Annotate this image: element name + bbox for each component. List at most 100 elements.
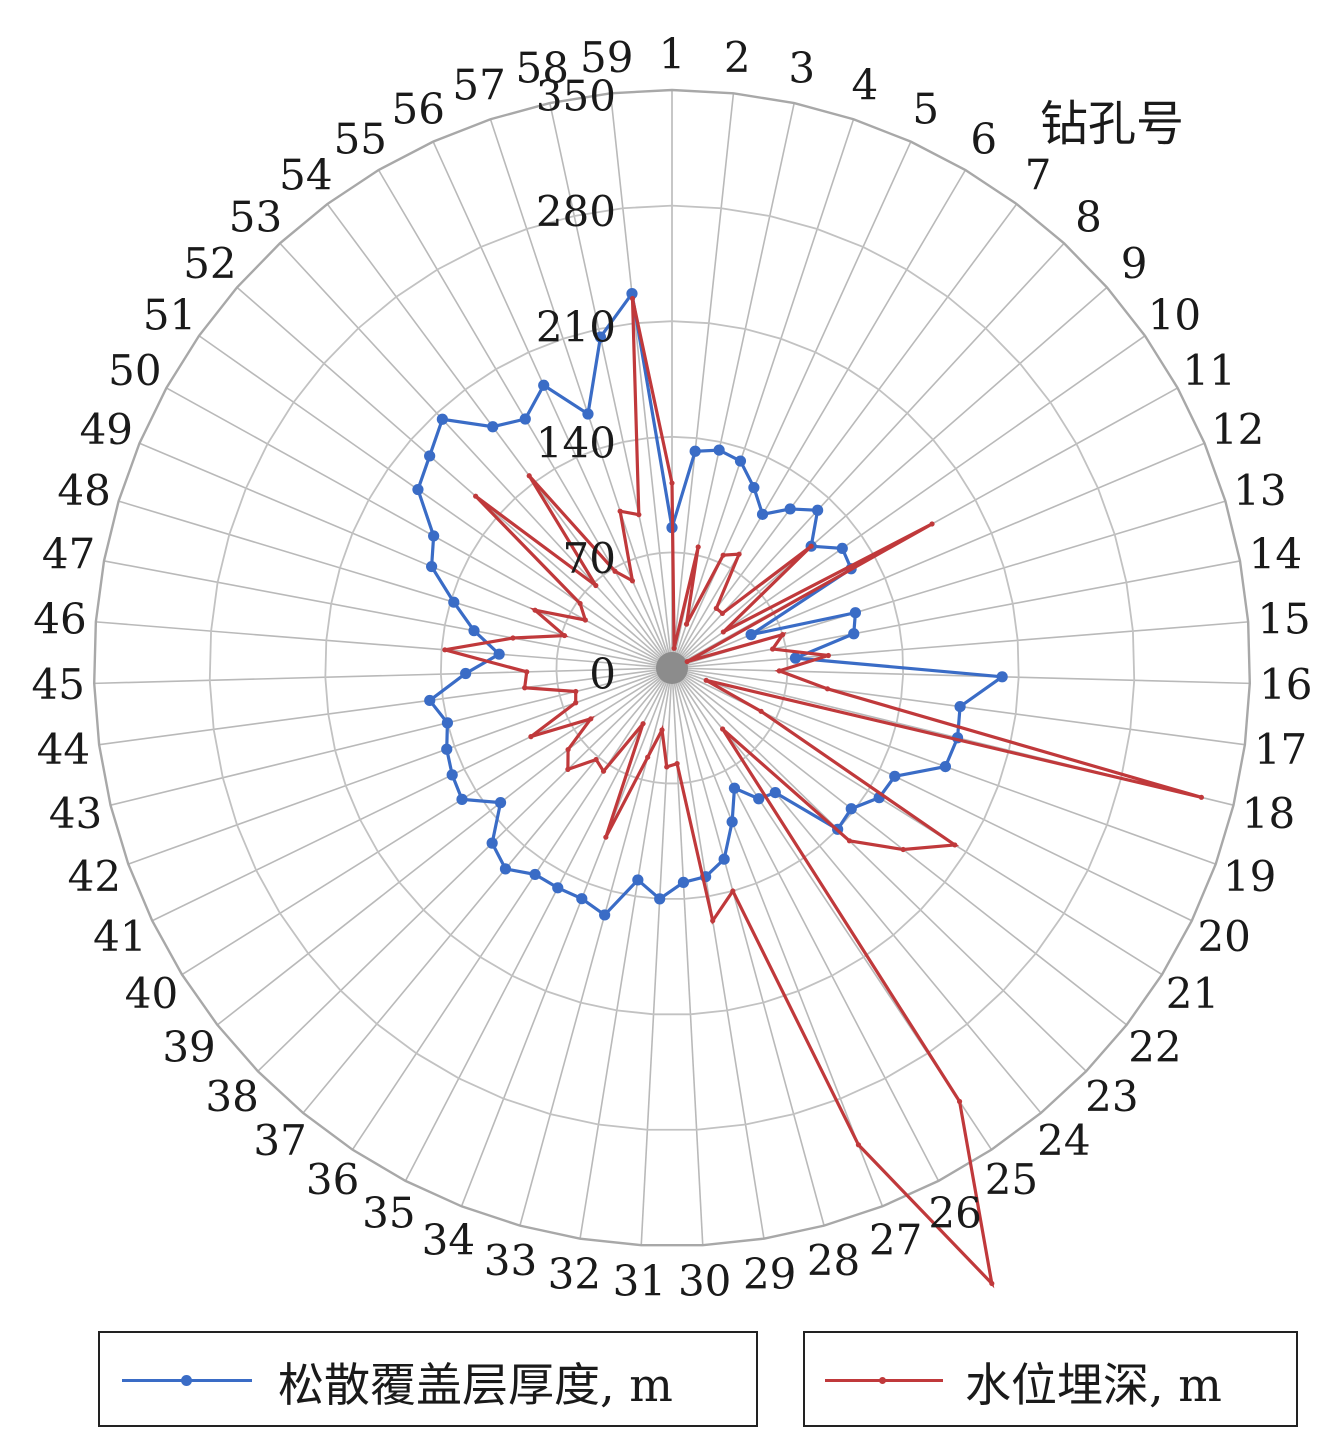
- series-1-point-51: [577, 600, 583, 607]
- series-1-point-32: [659, 727, 665, 733]
- legend-thickness-label: 松散覆盖层厚度, m: [278, 1358, 673, 1412]
- series-1-point-47: [510, 635, 516, 641]
- grid-spoke: [110, 667, 673, 806]
- series-0-point-14: [848, 628, 860, 640]
- radial-grid: [93, 88, 1251, 1247]
- series-1-point-35: [640, 721, 646, 727]
- grid-spoke: [198, 335, 673, 669]
- series-0-point-45: [460, 667, 472, 680]
- series-1-point-54: [526, 473, 532, 479]
- series-1-point-59: [629, 295, 636, 302]
- series-1-point-21: [952, 842, 958, 848]
- series-1-point-2: [671, 645, 677, 651]
- series-0-point-15: [789, 652, 802, 664]
- series-0-point-42: [441, 743, 453, 755]
- series-1-point-7: [713, 605, 719, 611]
- category-label-25: 25: [985, 1155, 1038, 1204]
- series-0-point-46: [493, 648, 505, 660]
- series-0-point-25: [753, 793, 765, 805]
- grid-spoke: [579, 667, 673, 1239]
- series-1-point-37: [593, 756, 599, 763]
- series-0-point-49: [426, 560, 438, 573]
- grid-ring: [439, 435, 905, 900]
- series-0-point-8: [812, 504, 824, 516]
- category-label-43: 43: [49, 789, 102, 838]
- category-label-52: 52: [183, 239, 236, 288]
- category-label-36: 36: [306, 1155, 359, 1204]
- series-0-point-33: [599, 909, 611, 921]
- category-label-56: 56: [392, 84, 445, 133]
- series-1-point-25: [956, 1098, 963, 1105]
- series-0-point-31: [654, 893, 666, 905]
- grid-spoke: [95, 621, 673, 669]
- category-label-20: 20: [1197, 912, 1250, 961]
- grid-spoke: [216, 667, 673, 1026]
- series-1-point-17: [824, 686, 831, 692]
- series-1-point-9: [808, 543, 814, 549]
- series-1-point-3: [695, 544, 701, 550]
- series-1-point-36: [600, 768, 607, 774]
- category-label-2: 2: [724, 33, 751, 82]
- series-0-point-58: [594, 331, 607, 343]
- grid-spoke: [671, 667, 1128, 1026]
- radial-tick-70: 70: [563, 534, 616, 583]
- category-label-34: 34: [422, 1215, 475, 1264]
- series-0-point-50: [428, 530, 440, 542]
- series-1-point-15: [825, 652, 831, 659]
- grid-spoke: [671, 93, 735, 669]
- series-1-point-5: [720, 552, 726, 558]
- category-label-6: 6: [970, 115, 997, 164]
- series-1-point-22: [900, 846, 906, 853]
- series-0-point-3: [713, 444, 725, 456]
- grid-ring: [208, 204, 1136, 1131]
- grid-spoke: [671, 667, 1087, 1072]
- grid-spoke: [181, 667, 673, 976]
- series-0-point-53: [436, 413, 448, 425]
- series-0-point-20: [889, 770, 901, 782]
- category-label-21: 21: [1166, 969, 1219, 1018]
- radial-tick-labels: 0 70 140 210 280 350: [536, 72, 616, 699]
- category-label-54: 54: [279, 151, 332, 200]
- series-1-point-31: [664, 764, 670, 770]
- grid-spoke: [671, 169, 967, 669]
- series-0-point-26: [728, 782, 741, 794]
- category-label-23: 23: [1085, 1072, 1138, 1121]
- grid-spoke: [671, 141, 912, 669]
- series-1-point-10: [720, 629, 726, 635]
- grid-spoke: [671, 667, 1250, 685]
- series-0-point-57: [582, 408, 594, 420]
- category-label-58: 58: [515, 43, 568, 92]
- category-label-39: 39: [162, 1023, 215, 1072]
- legend-thickness-marker: [181, 1375, 192, 1386]
- series-0-point-2: [689, 445, 701, 457]
- category-axis-label: 钻孔号: [1040, 96, 1185, 152]
- grid-spoke: [118, 500, 673, 669]
- category-label-24: 24: [1037, 1116, 1090, 1165]
- category-label-37: 37: [253, 1116, 306, 1165]
- grid-spoke: [165, 387, 673, 669]
- category-label-38: 38: [205, 1072, 258, 1121]
- category-label-51: 51: [143, 291, 196, 340]
- grid-spoke: [460, 667, 673, 1207]
- category-label-50: 50: [108, 346, 161, 395]
- category-label-59: 59: [580, 33, 633, 82]
- legend-item-thickness: 松散覆盖层厚度, m: [98, 1331, 758, 1427]
- category-label-26: 26: [928, 1188, 981, 1237]
- series-1-point-11: [929, 521, 935, 527]
- category-label-4: 4: [851, 61, 878, 110]
- series-0-point-19: [939, 761, 952, 773]
- series-1-point-46: [442, 647, 448, 653]
- grid-spoke: [671, 667, 1163, 976]
- series-1-point-18: [1198, 794, 1205, 800]
- series-1-point-23: [846, 838, 853, 844]
- legend-water-depth-marker: [879, 1377, 886, 1384]
- radial-tick-0: 0: [589, 650, 616, 699]
- series-0-point-36: [529, 868, 541, 881]
- grid-spoke: [404, 667, 673, 1182]
- series-0-point-28: [718, 853, 730, 865]
- series-1-point-49: [532, 607, 538, 613]
- series-0-point-43: [441, 717, 454, 729]
- category-label-12: 12: [1211, 405, 1264, 454]
- category-labels: 1 2 3 4 567891011121314151617181920212223242…: [31, 30, 1312, 1306]
- grid-spoke: [609, 93, 673, 669]
